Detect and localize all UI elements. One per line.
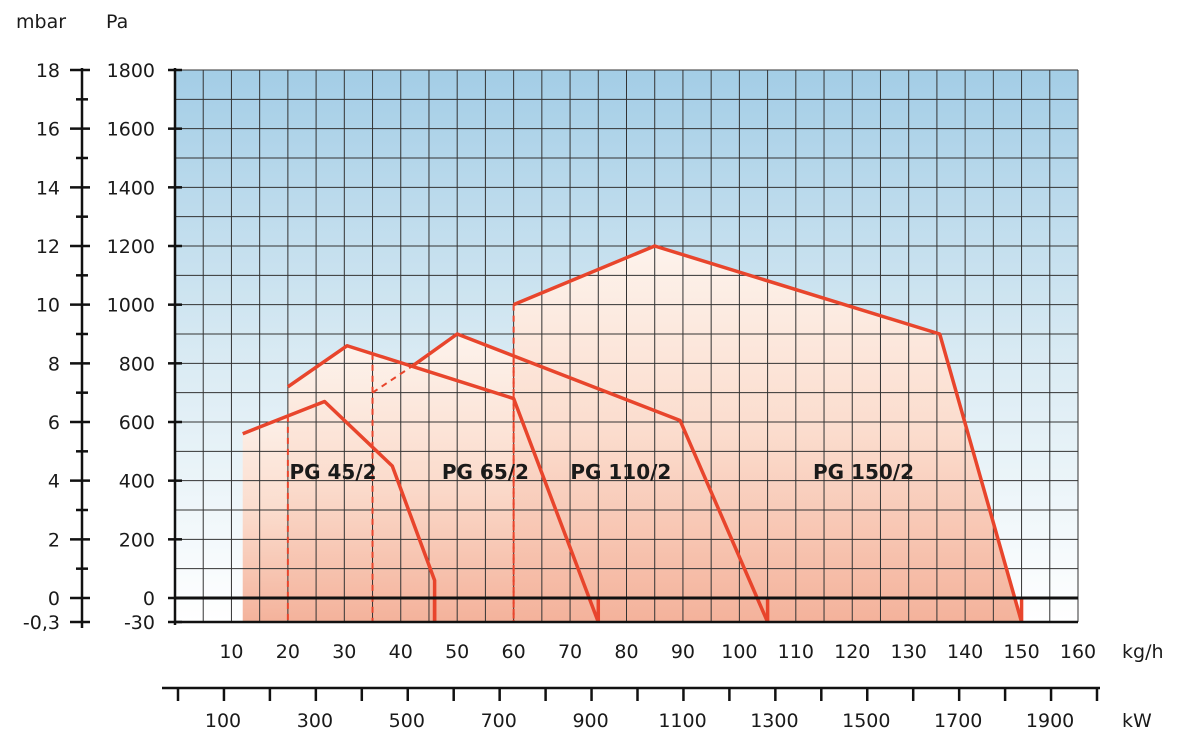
kw-tick-label-6: 1300 [750, 710, 798, 731]
kw-tick-label-1: 300 [297, 710, 333, 731]
kw-tick-label-3: 700 [481, 710, 517, 731]
x-tick-label-4: 50 [445, 641, 469, 663]
x-tick-label-5: 60 [502, 641, 526, 663]
y-right-tick-label-4: 1000 [107, 295, 155, 317]
x-axis-unit-kw: kW [1122, 710, 1152, 731]
kw-tick-label-5: 1100 [658, 710, 706, 731]
kw-tick-label-8: 1700 [934, 710, 982, 731]
axes [80, 68, 1078, 628]
y-right-tick-label-3: 1200 [107, 236, 155, 258]
y-left-tick-label-3: 12 [36, 236, 60, 258]
x-axis-unit-kgh: kg/h [1122, 641, 1164, 663]
x-axis-kgh-ticks: 10 20 30 40 50 60 70 80 90 100 110 120 130 140 150 160 [219, 641, 1096, 663]
series-labels: PG 45/2 PG 65/2 PG 110/2 PG 150/2 [289, 460, 914, 484]
y-left-tick-label-9: 0 [48, 588, 60, 610]
y-right-tick-label-1: 1600 [107, 119, 155, 141]
x-tick-label-9: 100 [721, 641, 757, 663]
x-tick-label-0: 10 [219, 641, 243, 663]
y-left-tick-label-5: 8 [48, 353, 60, 375]
x-axis-kw: 100 300 500 700 900 1100 1300 1500 1700 1900 [162, 686, 1100, 731]
y-left-tick-label-4: 10 [36, 295, 60, 317]
series-label-2: PG 110/2 [570, 460, 671, 484]
y-axis-right-ticks: 1800 1600 1400 1200 1000 800 600 400 200 0-30 [107, 60, 182, 634]
x-tick-label-8: 90 [671, 641, 695, 663]
kw-tick-label-2: 500 [389, 710, 425, 731]
series-line-start-dash-2 [371, 365, 413, 394]
y-right-tick-label-7: 400 [119, 471, 155, 493]
x-tick-label-11: 120 [834, 641, 870, 663]
y-left-tick-label-6: 6 [48, 412, 60, 434]
kw-tick-label-0: 100 [205, 710, 241, 731]
y-left-tick-label-7: 4 [48, 471, 60, 493]
kw-tick-label-7: 1500 [842, 710, 890, 731]
y-right-tick-label-5: 800 [119, 353, 155, 375]
x-tick-label-1: 20 [276, 641, 300, 663]
y-right-tick-label-0: 1800 [107, 60, 155, 82]
grid [174, 69, 1079, 623]
series-line-3 [512, 244, 1024, 623]
x-tick-label-14: 150 [1003, 641, 1039, 663]
kw-tick-label-9: 1900 [1026, 710, 1074, 731]
y-left-tick-label-2: 14 [36, 177, 60, 199]
y-left-tick-label-0: 18 [36, 60, 60, 82]
unit-label-mbar: mbar [16, 11, 66, 33]
y-right-tick-label-6: 600 [119, 412, 155, 434]
x-tick-label-12: 130 [891, 641, 927, 663]
unit-label-pa: Pa [106, 11, 128, 33]
kw-tick-label-4: 900 [572, 710, 608, 731]
series-label-1: PG 65/2 [442, 460, 529, 484]
series-line-0 [242, 399, 437, 622]
y-right-tick-label-8: 200 [119, 529, 155, 551]
y-right-tick-label-2: 1400 [107, 177, 155, 199]
series-line-1 [286, 343, 600, 623]
x-tick-label-2: 30 [332, 641, 356, 663]
y-left-tick-label-10: -0,3 [23, 612, 60, 634]
y-left-tick-label-8: 2 [48, 529, 60, 551]
x-tick-label-7: 80 [614, 641, 638, 663]
y-right-tick-label-9: 0 [143, 588, 155, 610]
series-curves [242, 244, 1024, 623]
x-tick-label-10: 110 [778, 641, 814, 663]
y-left-tick-label-1: 16 [36, 119, 60, 141]
y-right-tick-label-10: -30 [124, 612, 155, 634]
series-label-0: PG 45/2 [289, 460, 376, 484]
series-label-3: PG 150/2 [813, 460, 914, 484]
y-axis-left-ticks: 18 16 14 12 10 8 6 4 2 0-0,3 [23, 60, 90, 634]
x-tick-label-3: 40 [389, 641, 413, 663]
x-tick-label-15: 160 [1060, 641, 1096, 663]
x-tick-label-13: 140 [947, 641, 983, 663]
series-line-2 [411, 332, 770, 623]
x-tick-label-6: 70 [558, 641, 582, 663]
